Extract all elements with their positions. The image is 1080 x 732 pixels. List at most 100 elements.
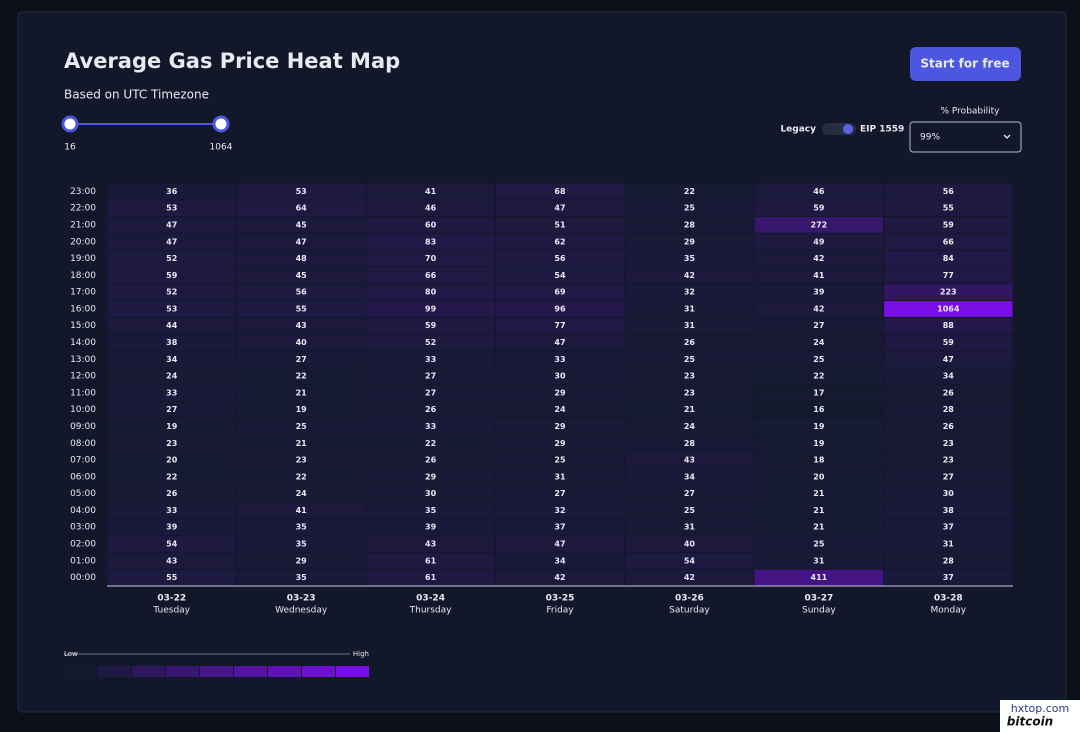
cell-label: 83: [425, 237, 436, 246]
legend-low: Low: [64, 650, 78, 658]
cell-label: 25: [684, 506, 696, 515]
cell-label: 46: [813, 187, 825, 196]
cell-label: 31: [684, 321, 696, 330]
legend-swatch: [268, 666, 301, 677]
cell-label: 28: [943, 405, 955, 414]
heat-cell: [625, 435, 754, 452]
heat-cell: [366, 183, 495, 200]
cell-label: 34: [684, 472, 696, 481]
cell-label: 31: [943, 540, 955, 549]
heat-cell: [236, 233, 366, 250]
cell-label: 27: [425, 372, 436, 381]
cell-label: 53: [166, 204, 177, 213]
cell-label: 33: [425, 422, 436, 431]
heat-cell: [366, 401, 495, 418]
cell-label: 40: [684, 540, 696, 549]
y-tick-label: 08:00: [70, 439, 96, 449]
heat-cell: [107, 485, 236, 502]
cell-label: 30: [425, 489, 437, 498]
cell-label: 46: [425, 204, 437, 213]
legend-swatch: [336, 666, 369, 677]
heat-cell: [495, 418, 625, 435]
y-tick-label: 17:00: [70, 288, 96, 298]
cell-label: 27: [166, 405, 177, 414]
heat-cell: [625, 536, 754, 552]
heat-cell: [625, 452, 754, 468]
x-sublabel: Monday: [931, 606, 967, 616]
heat-cell: [236, 183, 366, 200]
cell-label: 28: [684, 220, 696, 229]
heat-cell: [366, 519, 495, 536]
cell-label: 41: [296, 506, 308, 515]
heat-cell: [884, 368, 1013, 384]
heat-cell: [495, 485, 625, 502]
heat-cell: [107, 418, 236, 435]
cell-label: 64: [296, 204, 308, 213]
heat-cell: [884, 385, 1013, 401]
heat-cell: [754, 368, 884, 384]
heat-cell: [884, 502, 1013, 519]
heat-cell: [884, 452, 1013, 468]
cell-label: 60: [425, 220, 437, 229]
slider-handle[interactable]: [61, 115, 79, 133]
heat-cell: [366, 284, 495, 301]
heat-cell: [495, 233, 625, 250]
cell-label: 43: [425, 540, 436, 549]
cell-label: 272: [811, 220, 828, 229]
cell-label: 55: [296, 304, 308, 313]
cell-label: 30: [554, 372, 566, 381]
chevron: [1003, 134, 1011, 139]
x-sublabel: Friday: [546, 606, 574, 616]
heat-cell: [625, 267, 754, 284]
cell-label: 29: [296, 556, 308, 565]
cell-label: 31: [813, 556, 825, 565]
toggle-knob: [843, 124, 853, 134]
probability-select[interactable]: [909, 121, 1022, 153]
heat-cell: [366, 250, 495, 267]
heat-cell: [366, 552, 495, 569]
cell-label: 24: [813, 338, 825, 347]
heat-cell: [884, 401, 1013, 418]
slider-handle[interactable]: [212, 115, 230, 133]
cell-label: 29: [554, 388, 566, 397]
heat-cell: [495, 519, 625, 536]
cell-label: 26: [684, 338, 696, 347]
x-tick-label: 03-22: [157, 594, 186, 604]
heat-cell: [236, 502, 366, 519]
cell-label: 45: [296, 220, 308, 229]
heat-cell: [754, 485, 884, 502]
cell-label: 52: [166, 288, 177, 297]
heat-cell: [495, 334, 625, 351]
cell-label: 411: [811, 573, 828, 582]
cell-label: 39: [166, 523, 178, 532]
title: Average Gas Price Heat Map: [64, 49, 400, 73]
heat-cell: [754, 502, 884, 519]
x-sublabel: Sunday: [802, 606, 836, 616]
cell-label: 43: [296, 321, 307, 330]
heat-cell: [625, 401, 754, 418]
heat-cell: [625, 284, 754, 301]
heat-cell: [495, 401, 625, 418]
heat-cell: [884, 233, 1013, 250]
heat-cell: [107, 401, 236, 418]
cell-label: 23: [684, 372, 695, 381]
heat-cell: [754, 200, 884, 217]
heat-cell: [754, 217, 884, 233]
heat-cell: [107, 301, 236, 317]
heat-cell: [884, 552, 1013, 569]
cell-label: 56: [554, 254, 566, 263]
start-button[interactable]: [910, 47, 1021, 81]
y-tick-label: 13:00: [70, 355, 96, 365]
heat-cell: [884, 351, 1013, 368]
heat-cell: [754, 351, 884, 368]
cell-label: 18: [813, 456, 825, 465]
heat-cell: [495, 536, 625, 552]
heat-cell: [625, 351, 754, 368]
heat-cell: [366, 351, 495, 368]
cell-label: 38: [943, 506, 955, 515]
y-tick-label: 11:00: [70, 388, 96, 398]
y-tick-label: 18:00: [70, 271, 96, 281]
heat-cell: [366, 485, 495, 502]
cell-label: 61: [425, 573, 437, 582]
cell-label: 29: [554, 439, 566, 448]
